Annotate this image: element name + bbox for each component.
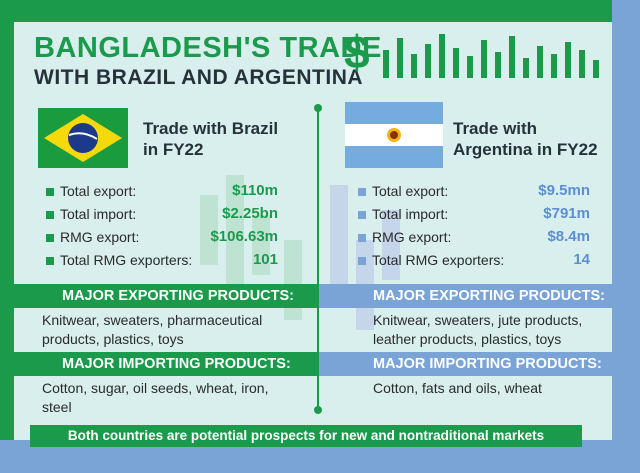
argentina-exporting-text: Knitwear, sweaters, jute products, leath… — [373, 312, 583, 347]
argentina-importing-heading: MAJOR IMPORTING PRODUCTS: — [319, 352, 612, 376]
bullet-square-icon — [46, 234, 54, 242]
bullet-square-icon — [46, 257, 54, 265]
center-divider — [317, 108, 319, 410]
bullet-square-icon — [358, 234, 366, 242]
stat-value: $110m — [232, 182, 278, 199]
brazil-importing-text: Cotton, sugar, oil seeds, wheat, iron, s… — [42, 380, 269, 415]
argentina-flag-icon — [345, 102, 443, 168]
title-line-1: BANGLADESH'S TRADE — [34, 32, 382, 64]
stat-label: Total RMG exporters: — [60, 252, 193, 268]
stat-label: RMG export: — [60, 229, 140, 245]
stat-value: 101 — [252, 251, 278, 268]
bullet-square-icon — [46, 188, 54, 196]
stat-value: $2.25bn — [222, 205, 278, 222]
dollar-icon: $ — [344, 26, 370, 78]
brazil-exporting-heading: MAJOR EXPORTING PRODUCTS: — [14, 284, 317, 308]
argentina-stat-row: Total export: $9.5mn — [358, 182, 590, 202]
argentina-importing-text: Cotton, fats and oils, wheat — [373, 380, 542, 396]
stat-value: $9.5mn — [538, 182, 590, 199]
argentina-stat-row: Total RMG exporters: 14 — [358, 251, 590, 271]
stat-value: $791m — [543, 205, 590, 222]
stat-label: Total export: — [60, 183, 137, 199]
stat-value: 14 — [573, 251, 590, 268]
stat-value: $106.63m — [210, 228, 278, 245]
brazil-stat-row: Total import: $2.25bn — [46, 205, 278, 225]
argentina-exporting-heading: MAJOR EXPORTING PRODUCTS: — [319, 284, 612, 308]
stat-label: Total export: — [372, 183, 449, 199]
footer-banner: Both countries are potential prospects f… — [30, 425, 582, 447]
stat-label: RMG export: — [372, 229, 452, 245]
brazil-flag-icon — [38, 108, 128, 168]
argentina-heading: Trade with Argentina in FY22 — [453, 119, 598, 159]
bullet-square-icon — [358, 188, 366, 196]
stat-label: Total RMG exporters: — [372, 252, 505, 268]
brazil-stat-row: RMG export: $106.63m — [46, 228, 278, 248]
stat-value: $8.4m — [547, 228, 590, 245]
bullet-square-icon — [358, 211, 366, 219]
stat-label: Total import: — [372, 206, 449, 222]
brazil-exporting-text: Knitwear, sweaters, pharmaceutical produ… — [42, 312, 263, 347]
divider-dot-top — [314, 104, 322, 112]
divider-dot-bottom — [314, 406, 322, 414]
bar-graphic-icon — [383, 34, 599, 78]
brazil-importing-heading: MAJOR IMPORTING PRODUCTS: — [14, 352, 317, 376]
argentina-stat-row: Total import: $791m — [358, 205, 590, 225]
brazil-heading: Trade with Brazil in FY22 — [143, 119, 279, 159]
bullet-square-icon — [46, 211, 54, 219]
bullet-square-icon — [358, 257, 366, 265]
brazil-stat-row: Total export: $110m — [46, 182, 278, 202]
title-line-2: WITH BRAZIL AND ARGENTINA — [34, 66, 364, 89]
argentina-stat-row: RMG export: $8.4m — [358, 228, 590, 248]
stat-label: Total import: — [60, 206, 137, 222]
brazil-stat-row: Total RMG exporters: 101 — [46, 251, 278, 271]
